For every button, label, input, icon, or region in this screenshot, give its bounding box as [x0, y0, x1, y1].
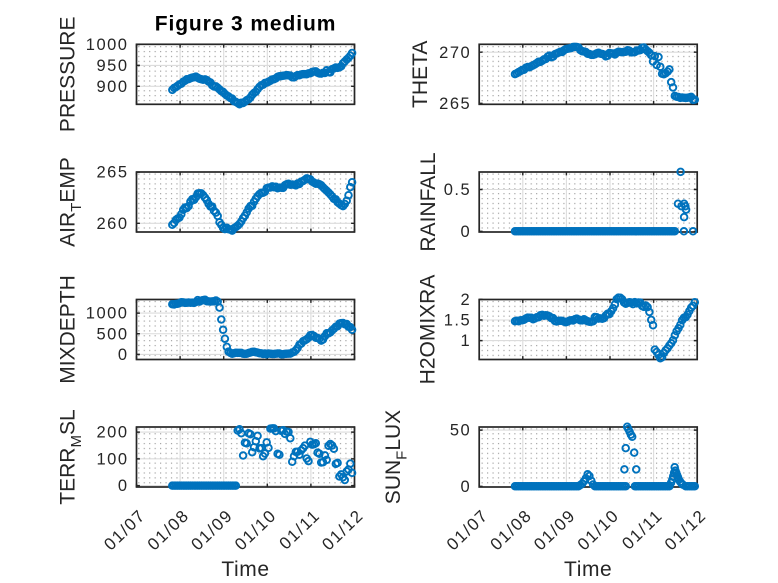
svg-text:1000: 1000 [86, 305, 129, 323]
svg-text:0: 0 [461, 223, 472, 241]
svg-text:2: 2 [461, 291, 472, 309]
svg-text:900: 900 [96, 78, 128, 96]
svg-text:MIXDEPTH: MIXDEPTH [57, 275, 80, 384]
svg-text:100: 100 [96, 451, 128, 469]
svg-text:500: 500 [96, 325, 128, 343]
svg-text:0: 0 [118, 477, 129, 495]
svg-text:H2OMIXRA: H2OMIXRA [417, 275, 440, 385]
svg-text:950: 950 [96, 57, 128, 75]
svg-text:265: 265 [96, 164, 128, 182]
svg-text:270: 270 [439, 44, 471, 62]
svg-text:THETA: THETA [409, 41, 432, 108]
svg-text:0: 0 [461, 478, 472, 496]
svg-text:RAINFALL: RAINFALL [417, 152, 440, 251]
svg-text:0.5: 0.5 [444, 181, 471, 199]
svg-text:Time: Time [221, 558, 269, 581]
svg-text:1000: 1000 [86, 36, 129, 54]
svg-text:260: 260 [96, 215, 128, 233]
svg-text:1: 1 [461, 332, 472, 350]
svg-text:PRESSURE: PRESSURE [57, 17, 80, 133]
svg-text:200: 200 [96, 424, 128, 442]
svg-text:0: 0 [118, 346, 129, 364]
svg-text:Time: Time [564, 558, 612, 581]
svg-text:265: 265 [439, 95, 471, 113]
svg-text:Figure 3 medium: Figure 3 medium [155, 13, 337, 36]
svg-text:50: 50 [450, 422, 471, 440]
svg-text:1.5: 1.5 [444, 312, 471, 330]
